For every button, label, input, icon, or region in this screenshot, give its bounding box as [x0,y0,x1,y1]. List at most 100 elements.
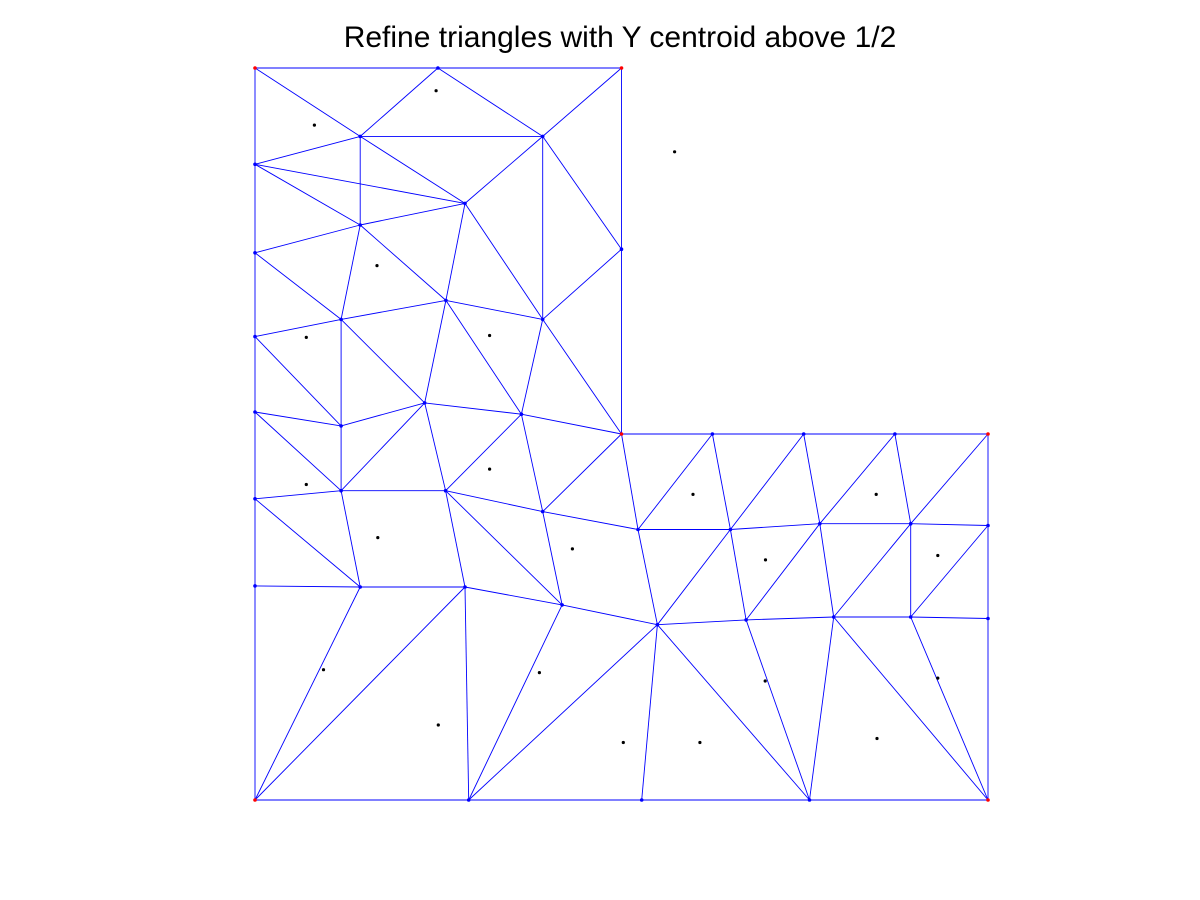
mesh-node [656,623,660,627]
mesh-node [463,202,467,206]
centroid-point [571,547,574,550]
centroid-point [375,264,378,267]
mesh-edge [465,136,543,203]
mesh-edge [895,434,911,524]
mesh-edge [255,68,360,136]
mesh-edge [820,434,895,524]
mesh-node [444,489,448,493]
mesh-node [640,798,644,802]
mesh-edge [255,164,360,225]
mesh-node [541,135,545,139]
mesh-node [832,615,836,619]
mesh-edge [521,414,621,434]
mesh-edge [657,530,730,625]
mesh-node [802,432,806,436]
mesh-edge [746,620,809,800]
mesh-node [436,66,440,70]
mesh-edge [255,491,341,499]
centroid-point [437,723,440,726]
mesh-edge [911,524,988,526]
corner-node [620,66,624,70]
mesh-edge [255,136,360,164]
mesh-edge [446,300,543,319]
mesh-edge [642,625,658,800]
mesh-edge [543,68,622,136]
mesh-node [620,247,624,251]
corner-node [986,432,990,436]
mesh-node [253,335,257,339]
mesh-edge [911,617,988,619]
mesh-edge [341,300,446,319]
centroid-point [538,671,541,674]
mesh-node [339,424,343,428]
mesh-edge [834,617,988,800]
mesh-node [520,412,524,416]
mesh-edge [911,617,988,800]
mesh-edge [255,499,360,587]
centroid-point [936,554,939,557]
centroid-point [376,536,379,539]
centroid-point [691,493,694,496]
corner-node [253,798,257,802]
mesh-node [423,401,427,405]
mesh-edge [425,403,522,414]
mesh-edge [341,319,425,403]
mesh-node [711,432,715,436]
centroid-point [305,483,308,486]
mesh-edge [657,620,746,625]
mesh-edge [521,414,542,511]
mesh-edge [820,524,834,617]
mesh-edge [446,491,562,605]
mesh-edge [360,225,446,300]
mesh-node [467,798,471,802]
mesh-edge [255,225,360,253]
mesh-edge [657,625,809,800]
mesh-node [893,432,897,436]
mesh-node [253,410,257,414]
mesh-node [541,510,545,514]
centroid-point [875,493,878,496]
mesh-edge [469,625,658,800]
mesh-edge [360,203,465,225]
mesh-edge [446,414,522,491]
mesh-edge [446,491,543,512]
centroid-point [764,558,767,561]
mesh-edge [804,434,820,524]
mesh-node [253,163,257,167]
mesh-edge [543,319,622,434]
mesh-edge [255,319,341,336]
corner-node [253,66,257,70]
mesh-edge [730,524,819,530]
mesh-edge [730,530,746,620]
mesh-edge [469,605,562,800]
mesh-edge [446,491,465,587]
mesh-edge [255,587,360,800]
corner-node [986,798,990,802]
mesh-node [358,223,362,227]
mesh-centroids [305,89,940,744]
mesh-node [808,798,812,802]
mesh-edge [810,617,834,800]
mesh-edge [543,249,622,319]
mesh-edge [622,434,639,530]
mesh-node [636,528,640,532]
mesh-node [909,522,913,526]
mesh-node [358,585,362,589]
mesh-node [560,603,564,607]
mesh-edge [465,587,562,605]
centroid-point [313,124,316,127]
mesh-edge [834,524,911,617]
mesh-node [818,522,822,526]
corner-node [620,432,624,436]
centroid-point [698,741,701,744]
mesh-edge [730,434,803,530]
centroid-point [673,150,676,153]
mesh-node [253,584,257,588]
mesh-edge [255,587,465,800]
mesh-edge [255,586,360,587]
mesh-edge [712,434,730,530]
mesh-node [444,299,448,303]
mesh-edge [341,403,425,426]
centroid-point [875,737,878,740]
